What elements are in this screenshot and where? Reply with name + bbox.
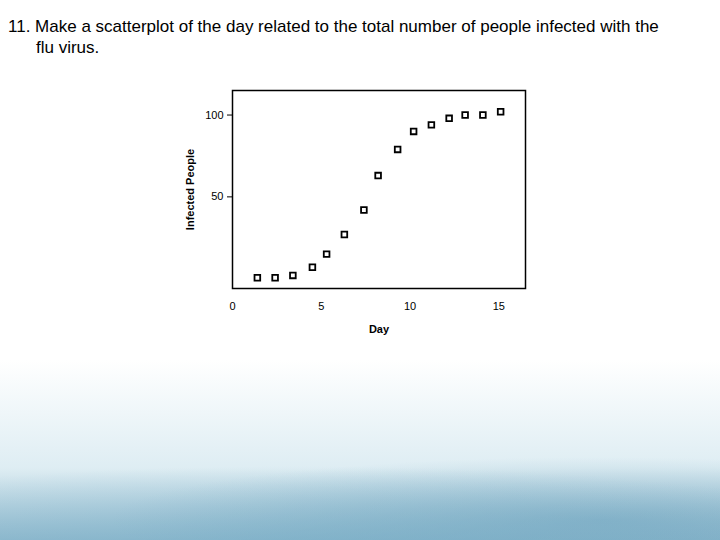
svg-text:10: 10 — [404, 300, 416, 312]
svg-text:5: 5 — [318, 300, 324, 312]
svg-text:Day: Day — [369, 323, 390, 335]
svg-text:15: 15 — [493, 300, 505, 312]
svg-text:0: 0 — [229, 300, 235, 312]
svg-text:Infected People: Infected People — [184, 149, 196, 230]
svg-text:100: 100 — [205, 109, 223, 121]
html-text:11. Make a scatterplot of the: 11. Make a scatterplot of the day relate… — [8, 17, 659, 57]
svg-text:50: 50 — [211, 190, 223, 202]
